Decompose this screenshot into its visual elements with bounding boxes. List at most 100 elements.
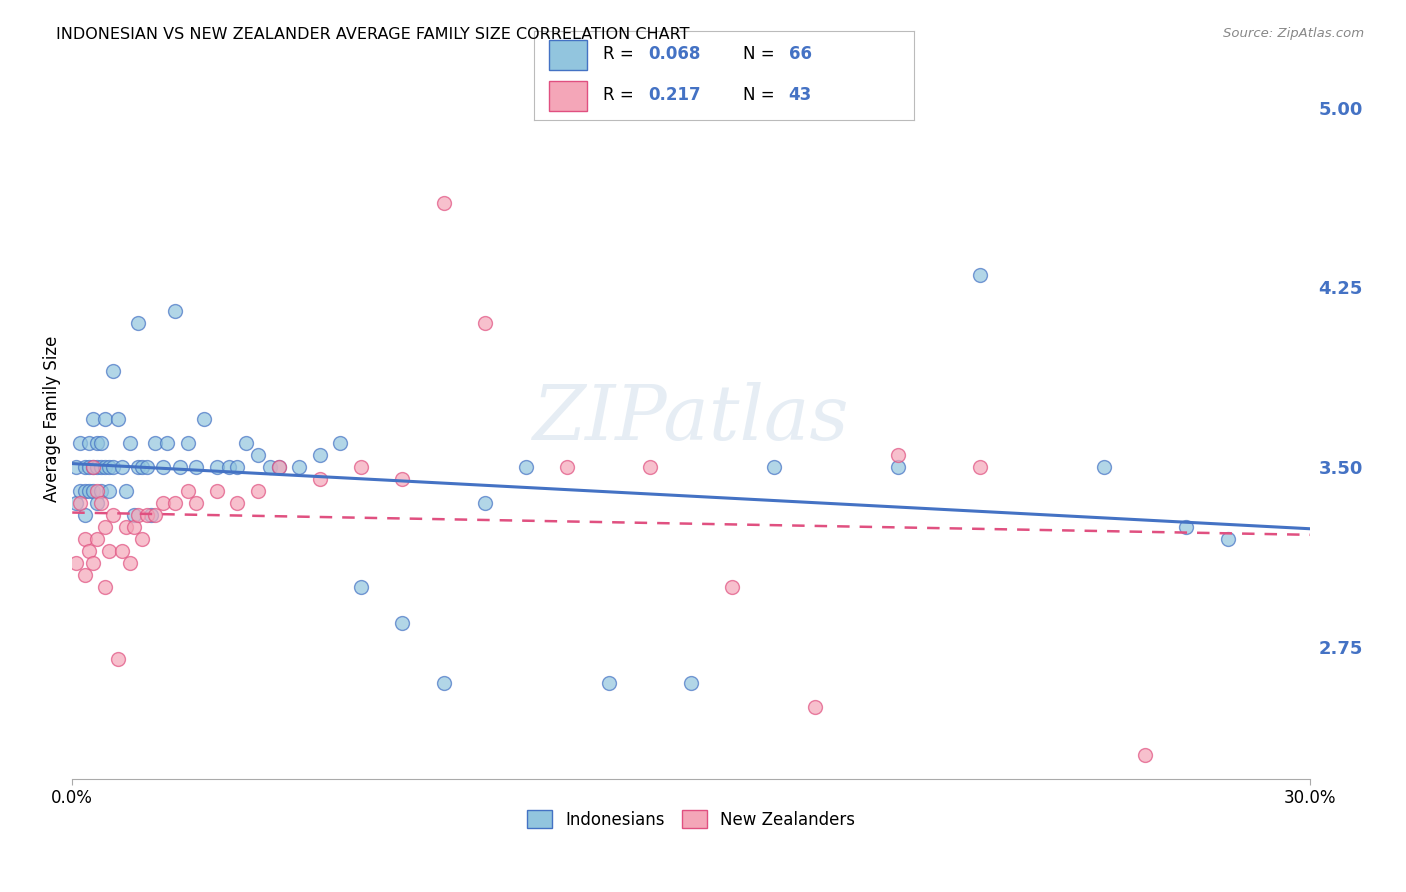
Indonesians (169, 460, 191, 475)
Indonesians (1216, 532, 1239, 546)
New Zealanders (474, 316, 496, 330)
New Zealanders (433, 196, 456, 211)
Indonesians (90, 436, 112, 450)
Indonesians (73, 508, 96, 523)
FancyBboxPatch shape (550, 81, 588, 112)
New Zealanders (94, 580, 117, 594)
New Zealanders (135, 508, 157, 523)
Indonesians (103, 364, 125, 378)
New Zealanders (131, 532, 153, 546)
New Zealanders (69, 496, 91, 510)
Indonesians (86, 436, 108, 450)
Indonesians (86, 460, 108, 475)
New Zealanders (118, 556, 141, 570)
New Zealanders (886, 448, 908, 462)
Indonesians (762, 460, 785, 475)
Indonesians (98, 460, 121, 475)
Indonesians (391, 616, 413, 631)
Legend: Indonesians, New Zealanders: Indonesians, New Zealanders (520, 804, 862, 835)
Indonesians (350, 580, 373, 594)
Indonesians (65, 496, 87, 510)
Indonesians (681, 676, 703, 690)
New Zealanders (82, 556, 104, 570)
Indonesians (969, 268, 991, 283)
Text: Source: ZipAtlas.com: Source: ZipAtlas.com (1223, 27, 1364, 40)
New Zealanders (246, 484, 269, 499)
New Zealanders (77, 544, 100, 558)
Indonesians (73, 460, 96, 475)
New Zealanders (267, 460, 290, 475)
Indonesians (177, 436, 200, 450)
New Zealanders (86, 484, 108, 499)
New Zealanders (111, 544, 134, 558)
Indonesians (139, 508, 162, 523)
Indonesians (69, 484, 91, 499)
New Zealanders (98, 544, 121, 558)
New Zealanders (143, 508, 166, 523)
New Zealanders (115, 520, 138, 534)
Indonesians (598, 676, 620, 690)
Indonesians (122, 508, 145, 523)
Text: ZIPatlas: ZIPatlas (533, 383, 849, 457)
New Zealanders (103, 508, 125, 523)
New Zealanders (308, 472, 330, 486)
New Zealanders (152, 496, 174, 510)
Indonesians (82, 484, 104, 499)
Indonesians (205, 460, 228, 475)
Indonesians (90, 484, 112, 499)
Indonesians (94, 460, 117, 475)
Indonesians (1092, 460, 1115, 475)
Indonesians (267, 460, 290, 475)
Indonesians (118, 436, 141, 450)
Indonesians (127, 316, 149, 330)
Indonesians (86, 496, 108, 510)
Indonesians (308, 448, 330, 462)
Indonesians (288, 460, 311, 475)
Indonesians (886, 460, 908, 475)
FancyBboxPatch shape (550, 40, 588, 70)
New Zealanders (65, 556, 87, 570)
New Zealanders (73, 568, 96, 582)
Indonesians (77, 460, 100, 475)
Indonesians (94, 412, 117, 426)
New Zealanders (721, 580, 744, 594)
Indonesians (77, 484, 100, 499)
Indonesians (143, 436, 166, 450)
Text: INDONESIAN VS NEW ZEALANDER AVERAGE FAMILY SIZE CORRELATION CHART: INDONESIAN VS NEW ZEALANDER AVERAGE FAMI… (56, 27, 690, 42)
Text: 43: 43 (789, 87, 811, 104)
Text: 0.068: 0.068 (648, 45, 700, 63)
New Zealanders (184, 496, 207, 510)
New Zealanders (638, 460, 661, 475)
Indonesians (111, 460, 134, 475)
New Zealanders (122, 520, 145, 534)
New Zealanders (226, 496, 249, 510)
New Zealanders (557, 460, 579, 475)
New Zealanders (165, 496, 187, 510)
New Zealanders (90, 496, 112, 510)
Indonesians (433, 676, 456, 690)
Indonesians (1175, 520, 1198, 534)
Indonesians (152, 460, 174, 475)
Text: 66: 66 (789, 45, 811, 63)
Indonesians (329, 436, 352, 450)
Indonesians (474, 496, 496, 510)
Indonesians (515, 460, 537, 475)
Indonesians (193, 412, 215, 426)
Indonesians (107, 412, 129, 426)
Indonesians (135, 460, 157, 475)
New Zealanders (1133, 747, 1156, 762)
Text: N =: N = (744, 45, 780, 63)
Indonesians (82, 412, 104, 426)
Indonesians (115, 484, 138, 499)
Indonesians (77, 436, 100, 450)
New Zealanders (73, 532, 96, 546)
Indonesians (65, 460, 87, 475)
Text: 0.217: 0.217 (648, 87, 700, 104)
Indonesians (82, 460, 104, 475)
Indonesians (103, 460, 125, 475)
New Zealanders (969, 460, 991, 475)
New Zealanders (804, 700, 827, 714)
Indonesians (235, 436, 257, 450)
New Zealanders (86, 532, 108, 546)
Indonesians (184, 460, 207, 475)
